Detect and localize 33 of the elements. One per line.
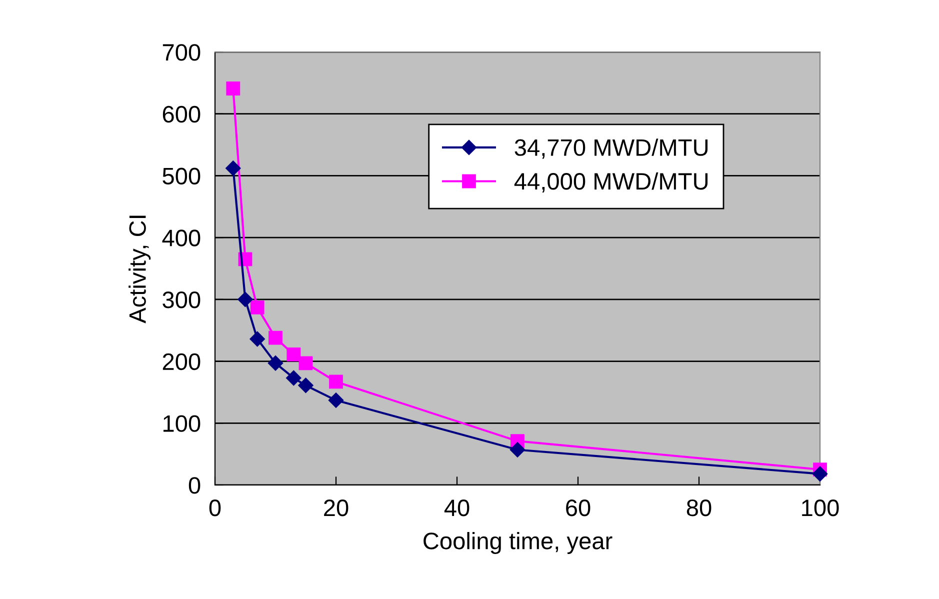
y-tick-label: 400 bbox=[162, 230, 200, 246]
x-tick-label: 0 bbox=[209, 500, 221, 516]
point bbox=[298, 356, 313, 370]
y-tick-label: 200 bbox=[162, 353, 200, 370]
y-axis-title: Activity, CI bbox=[128, 216, 151, 324]
point bbox=[286, 370, 302, 386]
x-tick-label: 20 bbox=[324, 500, 348, 516]
x-tick-label: 80 bbox=[686, 500, 712, 516]
legend-label: 44,000 MWD/MTU bbox=[514, 172, 708, 193]
point bbox=[226, 160, 241, 176]
point bbox=[510, 442, 526, 458]
point bbox=[238, 292, 253, 307]
y-tick-label: 0 bbox=[188, 477, 200, 494]
point bbox=[268, 330, 282, 345]
x-tick-label: 100 bbox=[802, 500, 839, 516]
point bbox=[329, 374, 343, 389]
point bbox=[226, 82, 240, 96]
point bbox=[286, 348, 301, 362]
point bbox=[250, 331, 265, 347]
y-tick-label: 600 bbox=[162, 106, 200, 123]
x-axis-title: Cooling time, year bbox=[424, 532, 612, 554]
x-tick-label: 40 bbox=[444, 500, 470, 516]
point bbox=[812, 466, 828, 482]
point bbox=[328, 392, 344, 408]
y-tick-label: 500 bbox=[162, 168, 200, 184]
y-tick-label: 700 bbox=[162, 44, 200, 61]
legend-label: 34,770 MWD/MTU bbox=[514, 138, 708, 159]
y-tick-label: 100 bbox=[164, 415, 200, 432]
point bbox=[298, 378, 314, 393]
point bbox=[250, 300, 264, 314]
y-tick-label: 300 bbox=[162, 291, 200, 308]
point bbox=[268, 356, 284, 371]
x-tick-label: 60 bbox=[566, 500, 590, 516]
